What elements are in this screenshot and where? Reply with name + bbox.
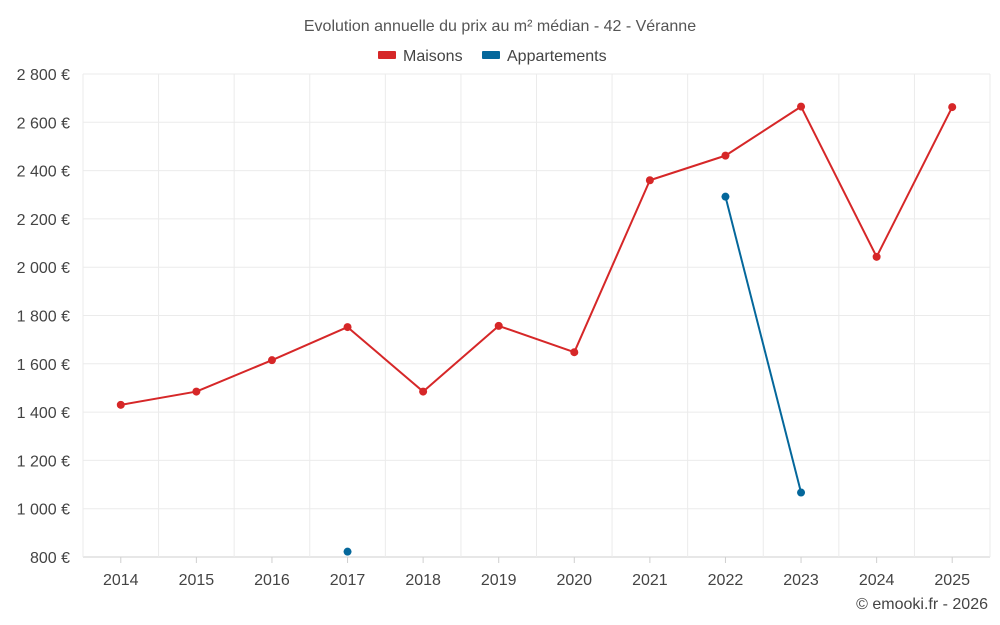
x-tick-label: 2018: [405, 572, 441, 589]
series-maisons: [116, 102, 957, 409]
x-tick-label: 2021: [632, 572, 668, 589]
data-point-maisons-2018[interactable]: [419, 387, 428, 396]
data-point-maisons-2015[interactable]: [192, 387, 201, 396]
x-axis-labels: 2014 2015 2016 2017 2018 2019 2020 2021 2022 2023…: [103, 557, 970, 589]
x-tick-label: 2025: [934, 572, 970, 589]
x-tick-label: 2022: [708, 572, 744, 589]
y-tick-label: 2 800 €: [17, 67, 70, 84]
data-point-maisons-2014[interactable]: [116, 400, 125, 409]
data-point-maisons-2024[interactable]: [872, 252, 881, 261]
legend-label-appartements[interactable]: Appartements: [507, 48, 607, 65]
y-axis-labels: 800 € 1 000 € 1 200 € 1 400 € 1 600 € 1 800 €…: [17, 67, 70, 567]
data-point-maisons-2021[interactable]: [645, 176, 654, 185]
data-point-appartements-2017[interactable]: [343, 547, 352, 556]
y-tick-label: 1 200 €: [17, 453, 70, 470]
data-point-maisons-2016[interactable]: [267, 356, 276, 365]
grid: [82, 73, 991, 558]
series-line-appartements: [724, 196, 803, 493]
y-tick-label: 2 000 €: [17, 260, 70, 277]
x-tick-label: 2014: [103, 572, 139, 589]
data-point-maisons-2019[interactable]: [494, 321, 503, 330]
legend-swatch-appartements[interactable]: [482, 51, 500, 59]
x-tick-label: 2016: [254, 572, 290, 589]
x-tick-label: 2017: [330, 572, 366, 589]
data-point-maisons-2017[interactable]: [343, 323, 352, 332]
series-appartements: [343, 192, 806, 556]
y-tick-label: 1 800 €: [17, 309, 70, 326]
legend: Maisons Appartements: [378, 48, 607, 65]
y-tick-label: 2 200 €: [17, 212, 70, 229]
y-tick-label: 1 600 €: [17, 357, 70, 374]
legend-swatch-maisons[interactable]: [378, 51, 396, 59]
x-tick-label: 2024: [859, 572, 895, 589]
chart-title: Evolution annuelle du prix au m² médian …: [304, 18, 696, 35]
y-tick-label: 800 €: [30, 550, 70, 567]
data-point-maisons-2020[interactable]: [570, 348, 579, 357]
y-tick-label: 2 600 €: [17, 115, 70, 132]
data-point-maisons-2023[interactable]: [797, 102, 806, 111]
credit-text: © emooki.fr - 2026: [856, 596, 988, 613]
x-tick-label: 2019: [481, 572, 517, 589]
data-point-maisons-2022[interactable]: [721, 151, 730, 160]
y-tick-label: 1 400 €: [17, 405, 70, 422]
x-tick-label: 2020: [556, 572, 592, 589]
legend-label-maisons[interactable]: Maisons: [403, 48, 463, 65]
data-point-maisons-2025[interactable]: [948, 103, 957, 112]
x-tick-label: 2023: [783, 572, 819, 589]
series-line-maisons: [120, 105, 954, 406]
y-tick-label: 2 400 €: [17, 164, 70, 181]
x-tick-label: 2015: [179, 572, 215, 589]
data-point-appartements-2023[interactable]: [797, 488, 806, 497]
y-tick-label: 1 000 €: [17, 502, 70, 519]
data-point-appartements-2022[interactable]: [721, 192, 730, 201]
series-layer: [116, 102, 957, 556]
